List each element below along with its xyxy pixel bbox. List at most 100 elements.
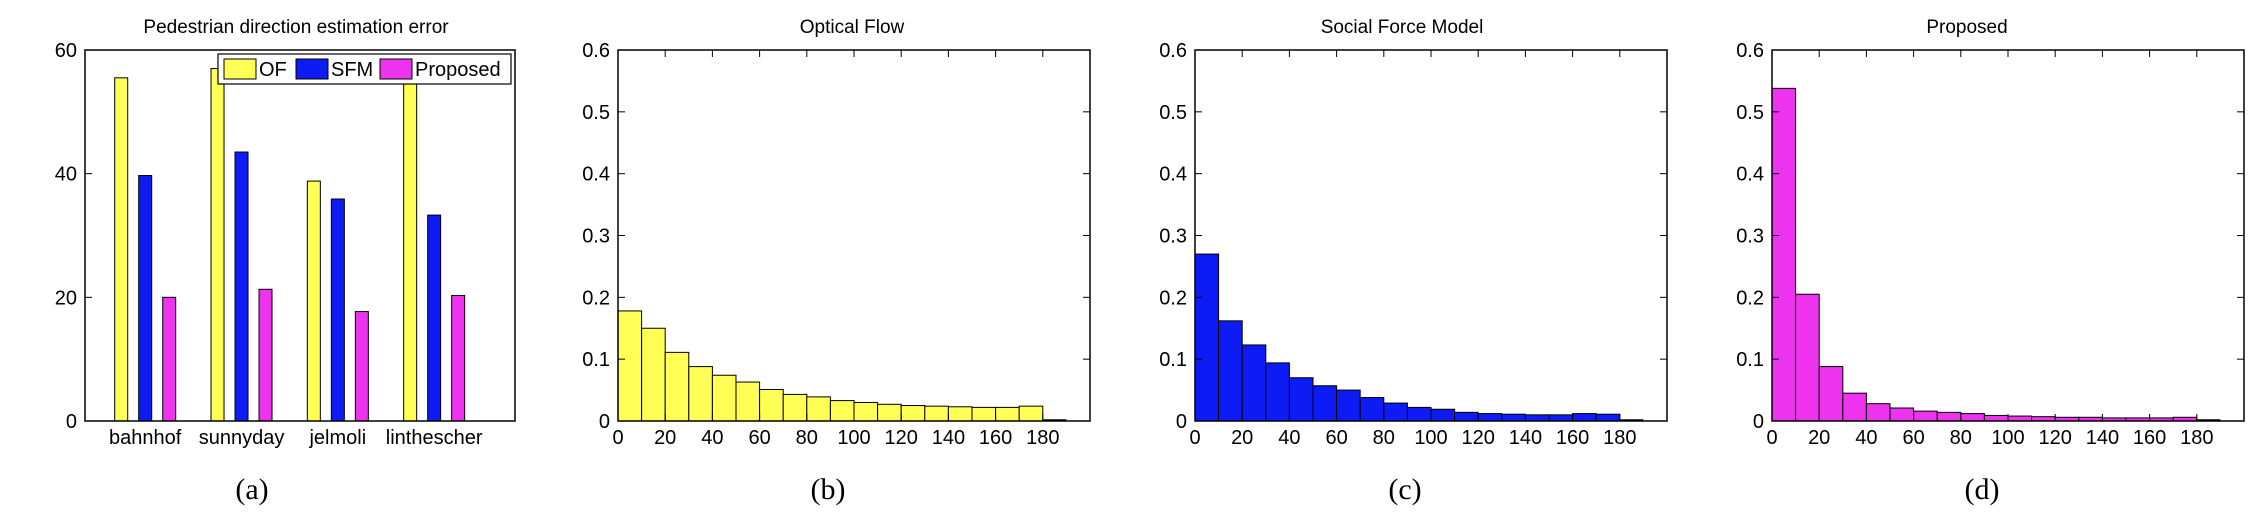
x-tick-label: 60 bbox=[1325, 427, 1347, 449]
x-tick-label: 160 bbox=[979, 427, 1012, 449]
y-tick-label: 0.6 bbox=[582, 40, 610, 62]
x-tick-label: 40 bbox=[1855, 427, 1877, 449]
hist-bar-14 bbox=[1524, 414, 1550, 422]
y-tick-label: 0 bbox=[1176, 411, 1187, 433]
panel-caption: (a) bbox=[235, 473, 268, 506]
hist-bar-16 bbox=[995, 406, 1020, 422]
hist-bar-7 bbox=[782, 393, 808, 422]
hist-bar-7 bbox=[1936, 411, 1962, 422]
y-tick-label: 0.3 bbox=[582, 226, 610, 248]
bar-sfm-sunnyday bbox=[234, 151, 249, 422]
y-tick-label: 0.2 bbox=[1159, 287, 1187, 309]
chart-title: Pedestrian direction estimation error bbox=[143, 17, 449, 38]
y-tick-label: 0.1 bbox=[582, 349, 610, 371]
bar-of-jelmoli bbox=[306, 180, 321, 422]
legend-label-proposed: Proposed bbox=[415, 59, 501, 81]
legend-box bbox=[217, 53, 512, 85]
hist-bar-6 bbox=[1913, 410, 1938, 422]
legend-swatch-of bbox=[223, 58, 257, 80]
bar-sfm-bahnhof bbox=[138, 175, 153, 422]
y-tick-label: 0 bbox=[66, 411, 77, 433]
x-tick-label: 80 bbox=[1950, 427, 1972, 449]
y-tick-label: 60 bbox=[55, 40, 77, 62]
hist-bar-10 bbox=[853, 401, 879, 422]
hist-bar-16 bbox=[1572, 413, 1597, 422]
hist-bar-9 bbox=[1406, 406, 1432, 422]
hist-bar-11 bbox=[1454, 411, 1479, 422]
y-tick-label: 0.5 bbox=[1159, 102, 1187, 124]
hist-bar-9 bbox=[829, 400, 855, 422]
hist-bar-0 bbox=[1194, 253, 1220, 422]
y-tick-label: 0.2 bbox=[1736, 287, 1764, 309]
x-tick-label: 120 bbox=[2039, 427, 2072, 449]
hist-bar-1 bbox=[1218, 320, 1243, 422]
x-tick-label: 0 bbox=[612, 427, 623, 449]
x-tick-label: 60 bbox=[1902, 427, 1924, 449]
panel-d-proposed-histogram: Proposed 0 0.1 0.2 0.3 0.4 0.5 0.6 0 20 40 60 80 100… bbox=[1736, 17, 2245, 506]
legend-label-of: OF bbox=[259, 59, 287, 81]
x-tick-label: 180 bbox=[2180, 427, 2213, 449]
x-tick-label: 140 bbox=[2086, 427, 2119, 449]
x-tick-label: 120 bbox=[885, 427, 918, 449]
y-tick-label: 0.6 bbox=[1736, 40, 1764, 62]
legend: OF SFM Proposed bbox=[217, 53, 512, 85]
hist-bar-1 bbox=[641, 327, 666, 422]
bar-of-sunnyday bbox=[210, 68, 225, 422]
hist-bar-5 bbox=[735, 381, 761, 422]
panel-caption: (b) bbox=[811, 473, 846, 506]
hist-bar-4 bbox=[1865, 403, 1891, 422]
y-tick-label: 0 bbox=[599, 411, 610, 433]
panel-caption: (c) bbox=[1388, 473, 1421, 506]
hist-bar-10 bbox=[1430, 408, 1456, 422]
legend-swatch-sfm bbox=[295, 58, 329, 80]
y-tick-label: 0.4 bbox=[582, 164, 610, 186]
x-tick-label: 40 bbox=[701, 427, 723, 449]
hist-bar-13 bbox=[924, 405, 949, 422]
hist-bar-1 bbox=[1795, 293, 1820, 422]
y-tick-label: 0.5 bbox=[582, 102, 610, 124]
hist-bar-0 bbox=[1771, 87, 1797, 422]
x-tick-label: 180 bbox=[1603, 427, 1636, 449]
x-tick-label: 100 bbox=[837, 427, 870, 449]
hist-bar-12 bbox=[1477, 413, 1503, 422]
hist-bar-3 bbox=[1842, 392, 1867, 422]
bar-of-bahnhof bbox=[114, 77, 129, 422]
x-tick-label: bahnhof bbox=[109, 427, 182, 449]
bar-sfm-jelmoli bbox=[330, 198, 345, 422]
plot-frame bbox=[617, 49, 1091, 422]
chart-title: Proposed bbox=[1926, 17, 2007, 38]
hist-bar-8 bbox=[806, 396, 831, 422]
x-tick-label: 60 bbox=[748, 427, 770, 449]
hist-bar-9 bbox=[1983, 414, 2009, 422]
x-tick-label: 20 bbox=[1231, 427, 1253, 449]
y-tick-label: 0.1 bbox=[1159, 349, 1187, 371]
x-tick-label: 80 bbox=[796, 427, 818, 449]
panel-c-social-force-histogram: Social Force Model 0 0.1 0.2 0.3 0.4 0.5 0.6 0 2… bbox=[1159, 17, 1668, 506]
bar-proposed-jelmoli bbox=[354, 311, 369, 422]
y-tick-label: 0.4 bbox=[1159, 164, 1187, 186]
hist-bar-6 bbox=[1336, 389, 1361, 422]
x-tick-label: 20 bbox=[654, 427, 676, 449]
bar-proposed-bahnhof bbox=[162, 296, 177, 422]
bar-proposed-linthescher bbox=[451, 294, 466, 422]
x-tick-label: 160 bbox=[2133, 427, 2166, 449]
y-tick-label: 0.1 bbox=[1736, 349, 1764, 371]
y-tick-label: 0 bbox=[1753, 411, 1764, 433]
y-tick-label: 0.3 bbox=[1159, 226, 1187, 248]
y-tick-label: 0.6 bbox=[1159, 40, 1187, 62]
x-tick-label: 100 bbox=[1991, 427, 2024, 449]
x-tick-label: linthescher bbox=[386, 427, 483, 449]
hist-bar-5 bbox=[1889, 407, 1915, 422]
hist-bar-4 bbox=[1288, 377, 1314, 422]
hist-bar-5 bbox=[1312, 385, 1338, 422]
plot-frame bbox=[1194, 49, 1668, 422]
hist-bar-3 bbox=[1265, 362, 1290, 422]
y-tick-label: 0.3 bbox=[1736, 226, 1764, 248]
hist-bar-0 bbox=[617, 310, 643, 422]
plot-frame bbox=[1771, 49, 2245, 422]
hist-bar-15 bbox=[971, 406, 997, 422]
x-tick-label: 180 bbox=[1026, 427, 1059, 449]
legend-label-sfm: SFM bbox=[331, 59, 373, 81]
hist-bar-17 bbox=[1018, 405, 1044, 422]
